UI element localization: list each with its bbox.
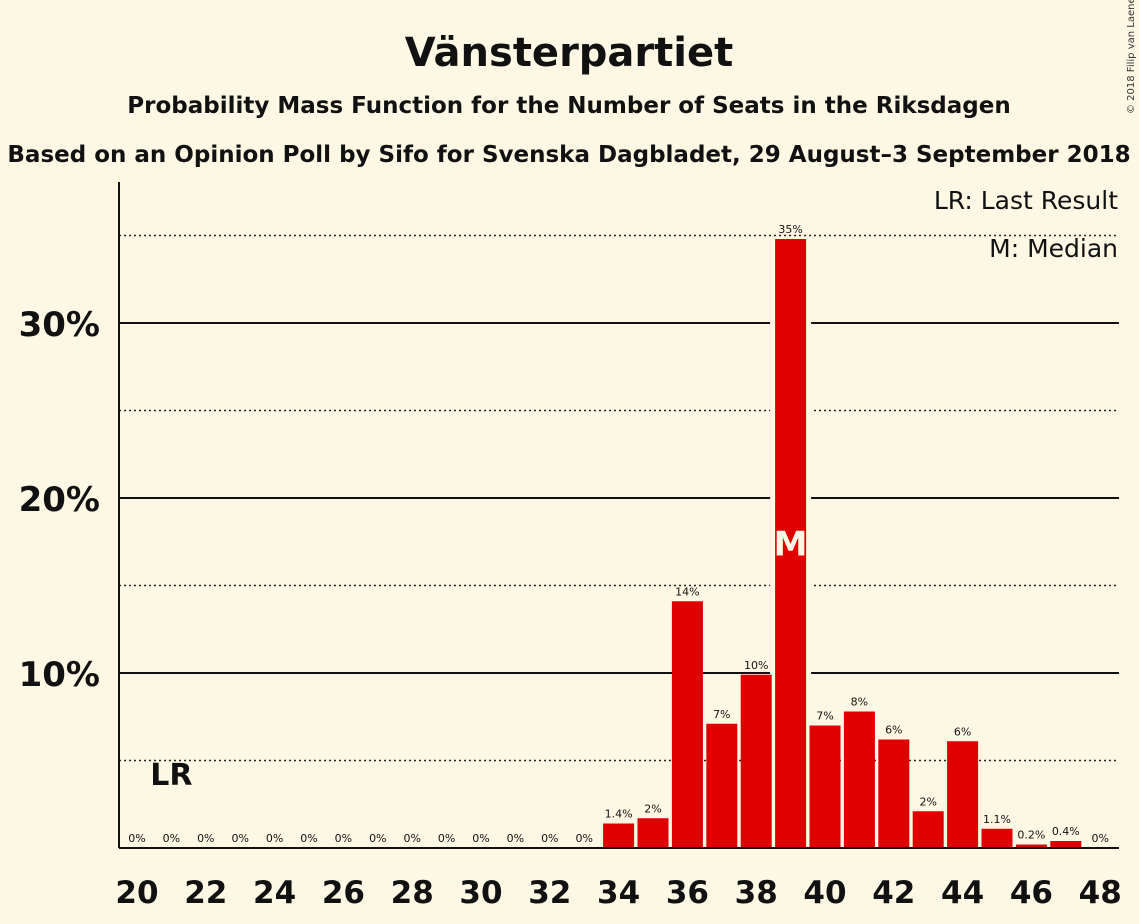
- bar: [603, 823, 635, 848]
- bar: [775, 239, 807, 848]
- chart-title: Vänsterpartiet: [405, 30, 733, 76]
- data-label: 0%: [438, 832, 455, 845]
- data-label: 7%: [713, 708, 730, 721]
- y-tick-label: 20%: [19, 480, 100, 520]
- data-label: 0%: [472, 832, 489, 845]
- x-tick-labels: 20 22 24 26 28 30 32 34 36 38 40 42 44 46 48: [115, 875, 1121, 911]
- data-label: 10%: [744, 659, 768, 672]
- data-labels: 0% 0% 0% 0% 0% 0% 0% 0% 0% 0% 0% 0% 0% 0% 1.4% 2% 14% 7% 1…: [128, 223, 1109, 845]
- data-label: 35%: [778, 223, 802, 236]
- x-tick-label: 24: [253, 875, 296, 911]
- data-label: 0%: [575, 832, 592, 845]
- copyright-text: © 2018 Filip van Laenen: [1126, 0, 1137, 114]
- data-label: 0%: [128, 832, 145, 845]
- chart-subtitle-source: Based on an Opinion Poll by Sifo for Sve…: [7, 142, 1130, 168]
- data-label: 2%: [919, 795, 936, 808]
- data-label: 1.1%: [983, 813, 1011, 826]
- data-label: 14%: [675, 585, 699, 598]
- x-tick-label: 26: [322, 875, 365, 911]
- bar: [1050, 841, 1082, 848]
- data-label: 8%: [851, 696, 868, 709]
- data-label: 0%: [163, 832, 180, 845]
- bar: [912, 811, 944, 848]
- data-label: 1.4%: [605, 808, 633, 821]
- data-label: 0.4%: [1052, 825, 1080, 838]
- data-label: 0%: [1091, 832, 1108, 845]
- data-label: 0%: [300, 832, 317, 845]
- data-label: 6%: [954, 725, 971, 738]
- x-tick-label: 36: [666, 875, 709, 911]
- bar: [740, 674, 772, 848]
- data-label: 0.2%: [1017, 829, 1045, 842]
- bar: [878, 739, 910, 848]
- last-result-marker: LR: [150, 758, 192, 793]
- x-tick-label: 20: [115, 875, 158, 911]
- chart-subtitle: Probability Mass Function for the Number…: [127, 93, 1010, 119]
- x-tick-label: 28: [391, 875, 434, 911]
- bar: [843, 711, 875, 848]
- data-label: 0%: [541, 832, 558, 845]
- gridlines: [119, 234, 1119, 762]
- x-tick-label: 48: [1079, 875, 1122, 911]
- x-tick-label: 32: [528, 875, 571, 911]
- bar: [809, 725, 841, 848]
- data-label: 0%: [231, 832, 248, 845]
- data-label: 0%: [335, 832, 352, 845]
- x-tick-label: 40: [803, 875, 846, 911]
- data-label: 0%: [369, 832, 386, 845]
- y-tick-label: 10%: [19, 655, 100, 695]
- x-tick-label: 44: [941, 875, 984, 911]
- bar: [947, 741, 979, 848]
- bar: [671, 601, 703, 848]
- data-label: 2%: [644, 802, 661, 815]
- bar: [981, 828, 1013, 848]
- data-label: 0%: [266, 832, 283, 845]
- y-tick-labels: 10% 20% 30%: [19, 305, 100, 695]
- y-tick-label: 30%: [19, 305, 100, 345]
- bars: [603, 239, 1082, 848]
- x-tick-label: 30: [459, 875, 502, 911]
- x-tick-label: 34: [597, 875, 640, 911]
- data-label: 6%: [885, 724, 902, 737]
- legend-last-result: LR: Last Result: [934, 186, 1118, 215]
- bar: [706, 723, 738, 848]
- median-marker: M: [774, 525, 808, 565]
- data-label: 7%: [816, 710, 833, 723]
- bar: [1015, 844, 1047, 848]
- x-tick-label: 46: [1010, 875, 1053, 911]
- data-label: 0%: [197, 832, 214, 845]
- legend-median: M: Median: [989, 234, 1118, 263]
- x-tick-label: 42: [872, 875, 915, 911]
- x-tick-label: 22: [184, 875, 227, 911]
- data-label: 0%: [403, 832, 420, 845]
- bar: [637, 818, 669, 848]
- x-tick-label: 38: [735, 875, 778, 911]
- data-label: 0%: [507, 832, 524, 845]
